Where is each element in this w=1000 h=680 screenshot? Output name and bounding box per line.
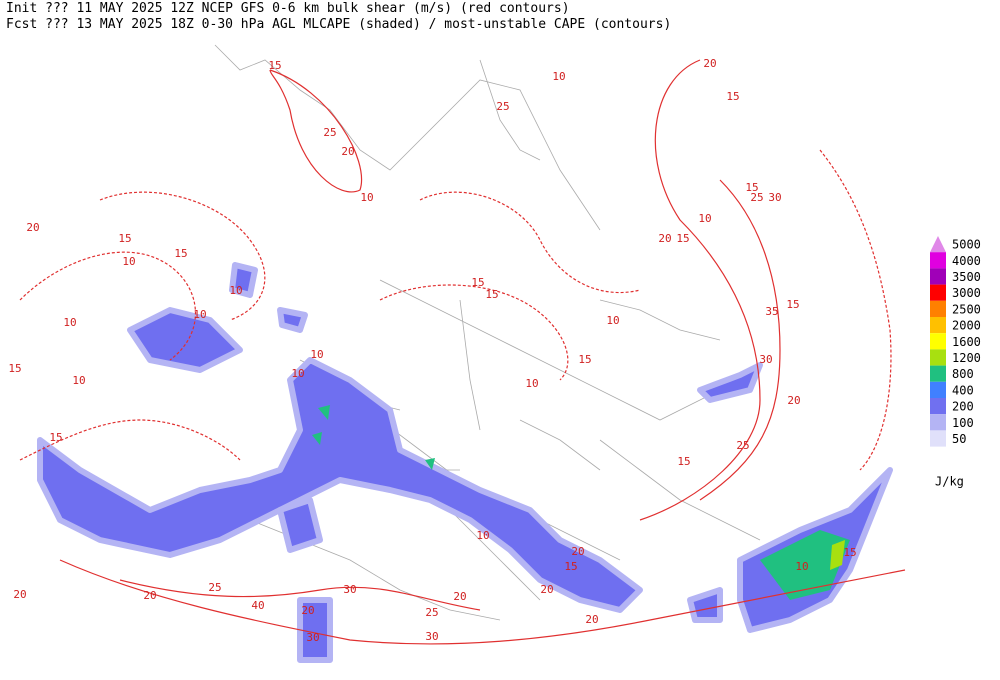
legend-label: 2500	[952, 302, 981, 316]
contour-label: 15	[578, 353, 591, 366]
contour-label: 20	[453, 590, 466, 603]
contour-label: 15	[745, 181, 758, 194]
shear-contours	[19, 59, 906, 645]
contour-label: 25	[208, 581, 221, 594]
contour-label: 20	[26, 221, 39, 234]
contour-label: 25	[750, 191, 763, 204]
contour-label: 10	[291, 367, 304, 380]
contour-label: 15	[677, 455, 690, 468]
legend-unit: J/kg	[935, 475, 964, 489]
legend-label: 1600	[952, 335, 981, 349]
contour-label: 10	[72, 374, 85, 387]
contour-label: 15	[8, 362, 21, 375]
legend-label: 800	[952, 367, 974, 381]
contour-label: 10	[552, 70, 565, 83]
contour-label: 20	[301, 604, 314, 617]
contour-label: 10	[310, 348, 323, 361]
header-line: Init ??? 11 MAY 2025 12Z NCEP GFS 0-6 km…	[6, 1, 570, 16]
contour-label: 15	[118, 232, 131, 245]
cape-800	[312, 405, 435, 470]
contour-label: 10	[360, 191, 373, 204]
contour-label: 25	[496, 100, 509, 113]
contour-label: 10	[476, 529, 489, 542]
contour-label: 30	[343, 583, 356, 596]
legend-swatch	[930, 300, 946, 317]
legend-swatch	[930, 381, 946, 398]
contour-label: 35	[765, 305, 778, 318]
contour-label: 25	[323, 126, 336, 139]
legend-swatch	[930, 414, 946, 431]
contour-label: 20	[703, 57, 716, 70]
contour-label: 10	[795, 560, 808, 573]
legend-swatch	[930, 349, 946, 366]
legend-label: 4000	[952, 254, 981, 268]
contour-label: 40	[251, 599, 264, 612]
contour-label: 15	[471, 276, 484, 289]
contour-label: 15	[174, 247, 187, 260]
legend-swatch	[930, 398, 946, 415]
legend-label: 1200	[952, 351, 981, 365]
contour-label: 20	[658, 232, 671, 245]
cape-shading	[37, 262, 893, 663]
legend-label: 5000	[952, 238, 981, 252]
contour-label: 20	[540, 583, 553, 596]
contour-label: 10	[525, 377, 538, 390]
contour-label: 25	[736, 439, 749, 452]
legend-swatch	[930, 284, 946, 301]
legend-label: 50	[952, 432, 966, 446]
legend-swatch	[930, 236, 946, 253]
contour-label: 15	[786, 298, 799, 311]
cape-1200	[830, 540, 845, 570]
cape-800	[760, 530, 850, 600]
legend-swatch	[930, 430, 946, 447]
contour-label: 30	[425, 630, 438, 643]
contour-label: 30	[768, 191, 781, 204]
legend-swatch	[930, 333, 946, 350]
legend-swatch	[930, 317, 946, 334]
legend-label: 3500	[952, 270, 981, 284]
contour-label: 15	[726, 90, 739, 103]
contour-label: 20	[585, 613, 598, 626]
contour-label: 10	[698, 212, 711, 225]
contour-label: 20	[13, 588, 26, 601]
legend-label: 100	[952, 416, 974, 430]
header-line: Fcst ??? 13 MAY 2025 18Z 0-30 hPa AGL ML…	[6, 17, 671, 32]
legend-label: 200	[952, 400, 974, 414]
contour-label: 10	[606, 314, 619, 327]
contour-label: 20	[787, 394, 800, 407]
contour-label: 10	[63, 316, 76, 329]
legend-swatch	[930, 252, 946, 269]
legend-label: 400	[952, 383, 974, 397]
contour-label: 15	[485, 288, 498, 301]
contour-label: 30	[759, 353, 772, 366]
legend-label: 3000	[952, 286, 981, 300]
legend: 5000 4000 3500 3000 2500 2000 1600 1200 800 400 20…	[930, 236, 981, 489]
contour-label: 15	[49, 431, 62, 444]
contour-label: 10	[193, 308, 206, 321]
contour-label: 15	[268, 59, 281, 72]
contour-label: 15	[843, 546, 856, 559]
contour-label: 20	[143, 589, 156, 602]
contour-label: 15	[676, 232, 689, 245]
contour-label: 10	[122, 255, 135, 268]
contour-label: 20	[341, 145, 354, 158]
contour-label: 30	[306, 631, 319, 644]
contour-label: 10	[229, 284, 242, 297]
legend-swatch	[930, 365, 946, 382]
contour-label: 15	[564, 560, 577, 573]
contour-label: 25	[425, 606, 438, 619]
legend-label: 2000	[952, 319, 981, 333]
contour-label: 20	[571, 545, 584, 558]
legend-swatch	[930, 268, 946, 285]
